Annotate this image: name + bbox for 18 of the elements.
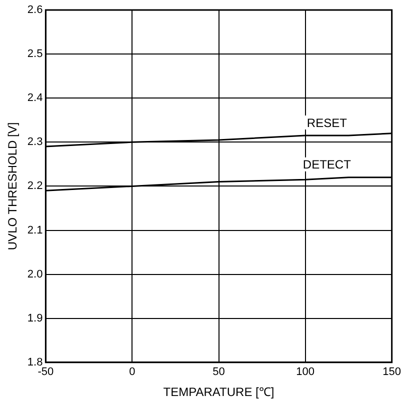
x-tick-label: 100 xyxy=(296,366,314,378)
y-tick-label: 2.3 xyxy=(27,136,43,148)
y-tick-label: 2.1 xyxy=(27,224,43,236)
x-tick-label: -50 xyxy=(38,366,54,378)
y-tick-label: 2.0 xyxy=(27,268,43,280)
y-tick-label: 2.5 xyxy=(27,48,43,60)
y-tick-label: 2.4 xyxy=(27,92,43,104)
x-tick-label: 50 xyxy=(212,366,225,378)
series-label: RESET xyxy=(306,116,348,130)
x-axis-title: TEMPARATURE [℃] xyxy=(163,385,274,400)
y-tick-label: 1.9 xyxy=(27,312,43,324)
y-tick-label: 2.6 xyxy=(27,4,43,16)
series-label: DETECT xyxy=(302,158,352,172)
y-tick-label: 1.8 xyxy=(27,356,43,368)
y-axis-title: UVLO THRESHOLD [V] xyxy=(6,122,20,250)
x-tick-label: 0 xyxy=(129,366,136,378)
y-tick-label: 2.2 xyxy=(27,180,43,192)
x-tick-label: 150 xyxy=(382,366,402,378)
